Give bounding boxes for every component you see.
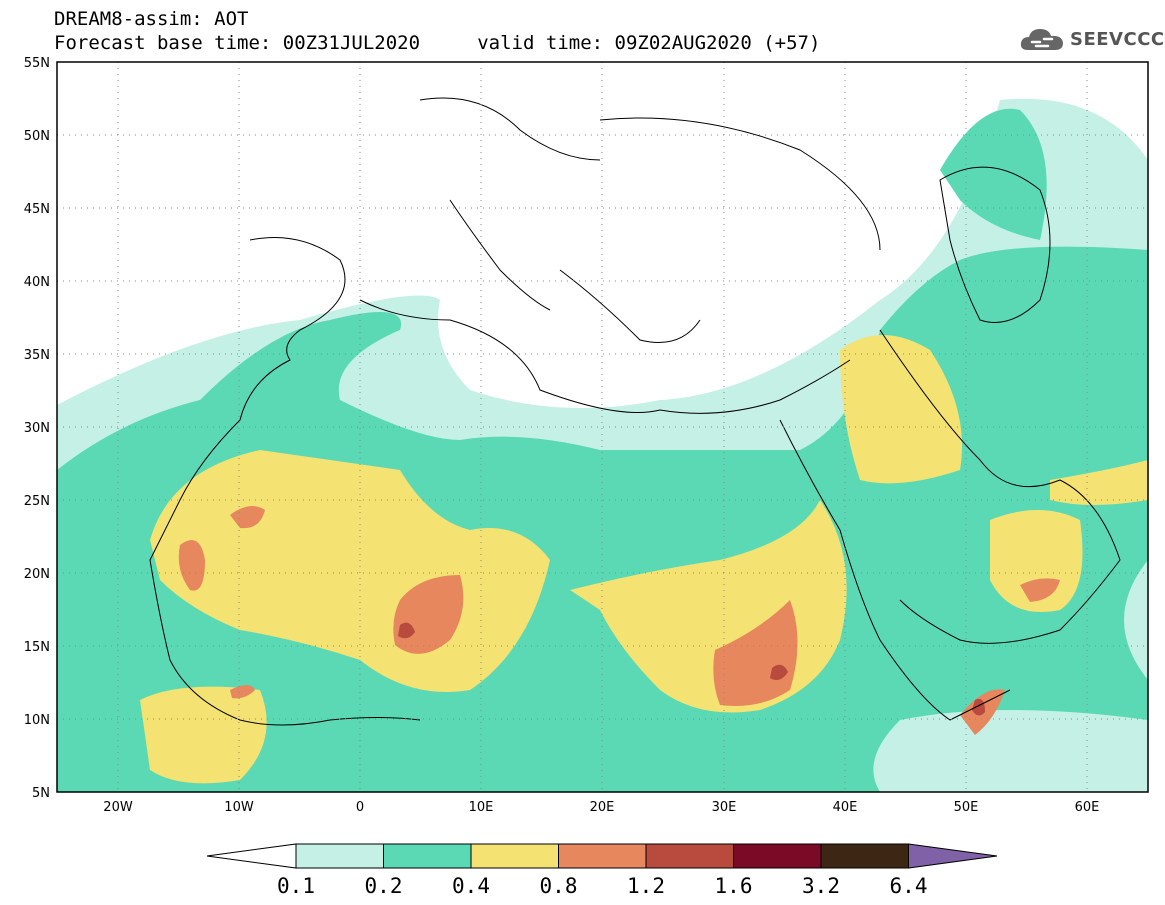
colorbar-swatch bbox=[820, 843, 909, 869]
seevccc-logo: SEEVCCC bbox=[1018, 24, 1165, 54]
colorbar-swatch bbox=[733, 843, 822, 869]
colorbar-label: 1.6 bbox=[715, 874, 753, 898]
lon-tick-label: 0 bbox=[356, 800, 364, 815]
aot-shading-darkred bbox=[398, 622, 985, 716]
colorbar-swatch bbox=[558, 843, 647, 869]
forecast-times: Forecast base time: 00Z31JUL2020 valid t… bbox=[54, 32, 821, 54]
lon-tick-label: 20E bbox=[590, 800, 615, 815]
colorbar-label: 0.2 bbox=[365, 874, 403, 898]
lon-tick-label: 40E bbox=[833, 800, 858, 815]
lon-tick-label: 20W bbox=[103, 800, 133, 815]
lon-tick-label: 10W bbox=[224, 800, 254, 815]
coastlines bbox=[149, 97, 1121, 726]
colorbar-swatch bbox=[470, 843, 559, 869]
colorbar-label: 0.4 bbox=[452, 874, 490, 898]
colorbar-low-arrow bbox=[206, 843, 297, 869]
lat-tick-label: 20N bbox=[24, 567, 50, 582]
lat-tick-label: 40N bbox=[24, 275, 50, 290]
colorbar-label: 3.2 bbox=[802, 874, 840, 898]
colorbar: 0.1 0.2 0.4 0.8 1.2 1.6 3.2 6.4 bbox=[206, 843, 998, 898]
lat-tick-label: 30N bbox=[24, 421, 50, 436]
cloud-icon bbox=[1020, 29, 1063, 50]
lat-tick-label: 10N bbox=[24, 713, 50, 728]
lat-tick-label: 25N bbox=[24, 494, 50, 509]
lat-axis: 55N 50N 45N 40N 35N 30N 25N 20N 15N 10N … bbox=[24, 56, 50, 801]
colorbar-label: 0.1 bbox=[277, 874, 315, 898]
map-title: DREAM8-assim: AOT bbox=[54, 8, 249, 30]
lat-tick-label: 45N bbox=[24, 202, 50, 217]
lon-tick-label: 60E bbox=[1075, 800, 1100, 815]
colorbar-label: 6.4 bbox=[890, 874, 928, 898]
lat-tick-label: 55N bbox=[24, 56, 50, 71]
logo-text: SEEVCCC bbox=[1070, 28, 1165, 50]
lat-tick-label: 35N bbox=[24, 348, 50, 363]
lon-tick-label: 30E bbox=[712, 800, 737, 815]
lat-tick-label: 5N bbox=[32, 786, 50, 801]
colorbar-high-arrow bbox=[908, 843, 998, 869]
colorbar-swatch bbox=[383, 843, 472, 869]
lat-tick-label: 15N bbox=[24, 640, 50, 655]
lon-tick-label: 50E bbox=[954, 800, 979, 815]
colorbar-label: 0.8 bbox=[540, 874, 578, 898]
lat-tick-label: 50N bbox=[24, 129, 50, 144]
colorbar-swatch bbox=[295, 843, 384, 869]
lon-axis: 20W 10W 0 10E 20E 30E 40E 50E 60E bbox=[103, 800, 1099, 815]
colorbar-label: 1.2 bbox=[627, 874, 665, 898]
colorbar-swatch bbox=[645, 843, 734, 869]
map-frame bbox=[56, 61, 1149, 793]
lon-tick-label: 10E bbox=[469, 800, 494, 815]
